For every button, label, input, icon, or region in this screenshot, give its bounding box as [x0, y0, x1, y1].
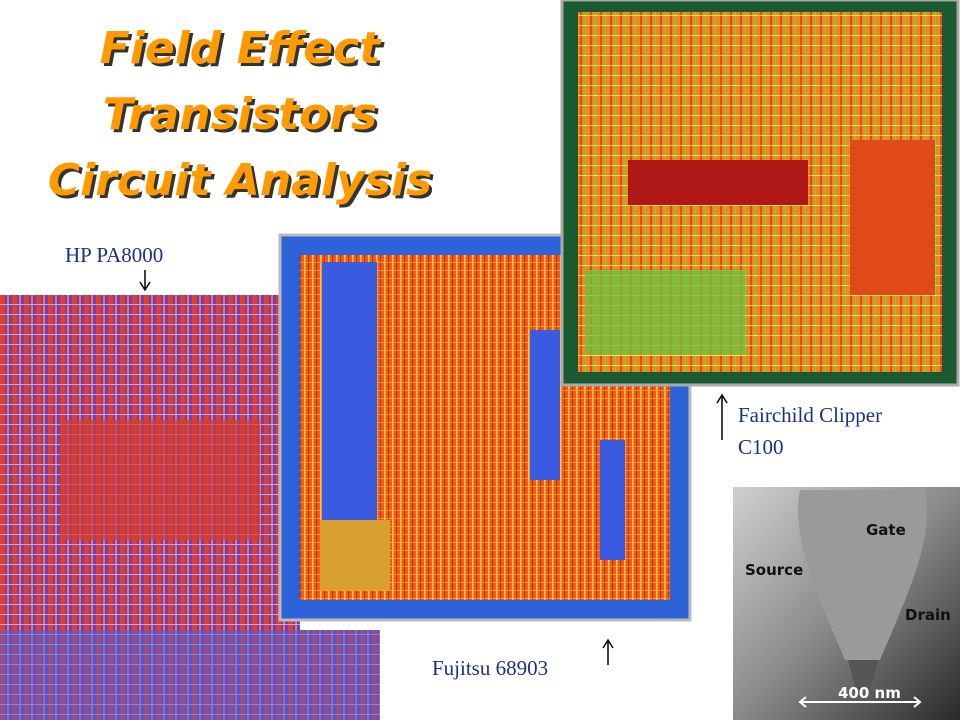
arrow [716, 393, 728, 440]
arrow [602, 638, 614, 665]
caption: Fujitsu 68903 [432, 656, 548, 680]
chip-block [530, 330, 560, 480]
sem-label: Source [745, 561, 803, 579]
gate-stem [848, 660, 878, 690]
gate-shape [798, 490, 927, 660]
chip-block [320, 520, 390, 590]
fairchild-chip [560, 0, 960, 387]
title-line: Field Effect [100, 23, 382, 74]
chip-block [600, 440, 625, 560]
title-line: Circuit Analysis [48, 155, 432, 206]
title-shadow: Circuit Analysis [51, 158, 435, 209]
sem-label: 400 nm [838, 684, 901, 702]
sem-image: Source Gate Drain 400 nm [733, 487, 960, 720]
scale-bar [798, 696, 922, 708]
title-shadow: Field Effect [103, 26, 385, 77]
sem-label: Gate [866, 521, 906, 539]
chip-block [850, 140, 935, 295]
chip-block [322, 262, 377, 542]
title-line: Transistors [103, 89, 378, 140]
sem-label: Drain [905, 606, 951, 624]
chip-block [628, 160, 808, 205]
title: Field Effect Field Effect Transistors Tr… [48, 23, 435, 209]
arrow [139, 270, 151, 292]
chip-block [60, 420, 260, 540]
chip-block [585, 270, 745, 355]
chip-image [0, 630, 380, 720]
caption: Fairchild Clipper [738, 403, 882, 427]
caption: C100 [738, 435, 784, 459]
caption: HP PA8000 [65, 243, 163, 267]
hp-chip [0, 295, 380, 720]
title-shadow: Transistors [106, 92, 381, 143]
